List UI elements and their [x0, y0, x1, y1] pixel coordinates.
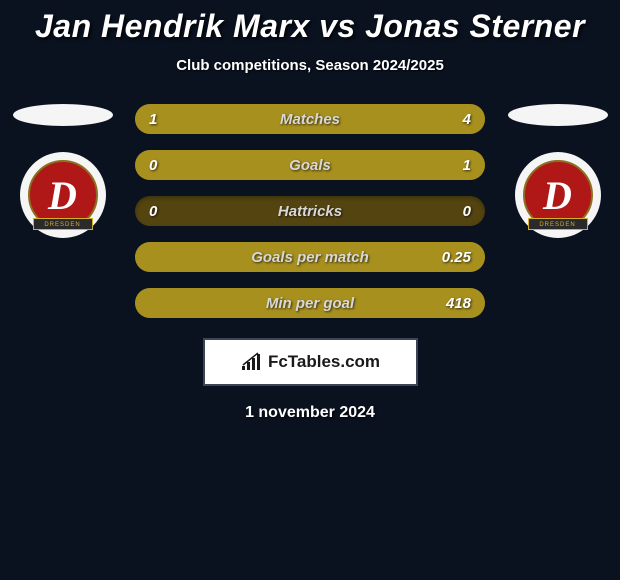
- stat-row: Min per goal 418: [135, 288, 485, 318]
- player-left-col: D DRESDEN: [10, 104, 115, 238]
- content-row: D DRESDEN 1 Matches 4 0 Goals 1 0 Hattricks 0 Goa…: [0, 104, 620, 318]
- bar-fill-right: [205, 104, 485, 134]
- stat-value-right: 4: [463, 111, 471, 128]
- date-text: 1 november 2024: [0, 404, 620, 422]
- brand-box: FcTables.com: [203, 338, 418, 386]
- flag-right: [508, 104, 608, 126]
- club-letter-right: D: [543, 172, 572, 219]
- club-banner-right: DRESDEN: [528, 218, 588, 230]
- stats-bars: 1 Matches 4 0 Goals 1 0 Hattricks 0 Goals per mat…: [135, 104, 485, 318]
- stat-label: Goals: [289, 157, 331, 174]
- stat-value-right: 418: [446, 295, 471, 312]
- stat-value-left: 0: [149, 203, 157, 220]
- club-badge-right: D DRESDEN: [515, 152, 601, 238]
- player-right-col: D DRESDEN: [505, 104, 610, 238]
- stat-label: Matches: [280, 111, 340, 128]
- stat-value-left: 1: [149, 111, 157, 128]
- club-inner-left: D DRESDEN: [28, 160, 98, 230]
- stat-row: 0 Hattricks 0: [135, 196, 485, 226]
- stat-label: Min per goal: [266, 295, 354, 312]
- brand-text: FcTables.com: [268, 352, 380, 372]
- stat-value-right: 1: [463, 157, 471, 174]
- club-badge-left: D DRESDEN: [20, 152, 106, 238]
- chart-icon: [240, 352, 264, 372]
- stat-label: Goals per match: [251, 249, 369, 266]
- bar-fill-left: [135, 104, 205, 134]
- stat-value-right: 0.25: [442, 249, 471, 266]
- stat-row: 0 Goals 1: [135, 150, 485, 180]
- club-letter-left: D: [48, 172, 77, 219]
- club-inner-right: D DRESDEN: [523, 160, 593, 230]
- page-title: Jan Hendrik Marx vs Jonas Sterner: [0, 8, 620, 45]
- subtitle: Club competitions, Season 2024/2025: [0, 57, 620, 74]
- stat-value-left: 0: [149, 157, 157, 174]
- stat-value-right: 0: [463, 203, 471, 220]
- club-banner-left: DRESDEN: [33, 218, 93, 230]
- stat-row: Goals per match 0.25: [135, 242, 485, 272]
- comparison-card: Jan Hendrik Marx vs Jonas Sterner Club c…: [0, 0, 620, 422]
- flag-left: [13, 104, 113, 126]
- stat-label: Hattricks: [278, 203, 342, 220]
- stat-row: 1 Matches 4: [135, 104, 485, 134]
